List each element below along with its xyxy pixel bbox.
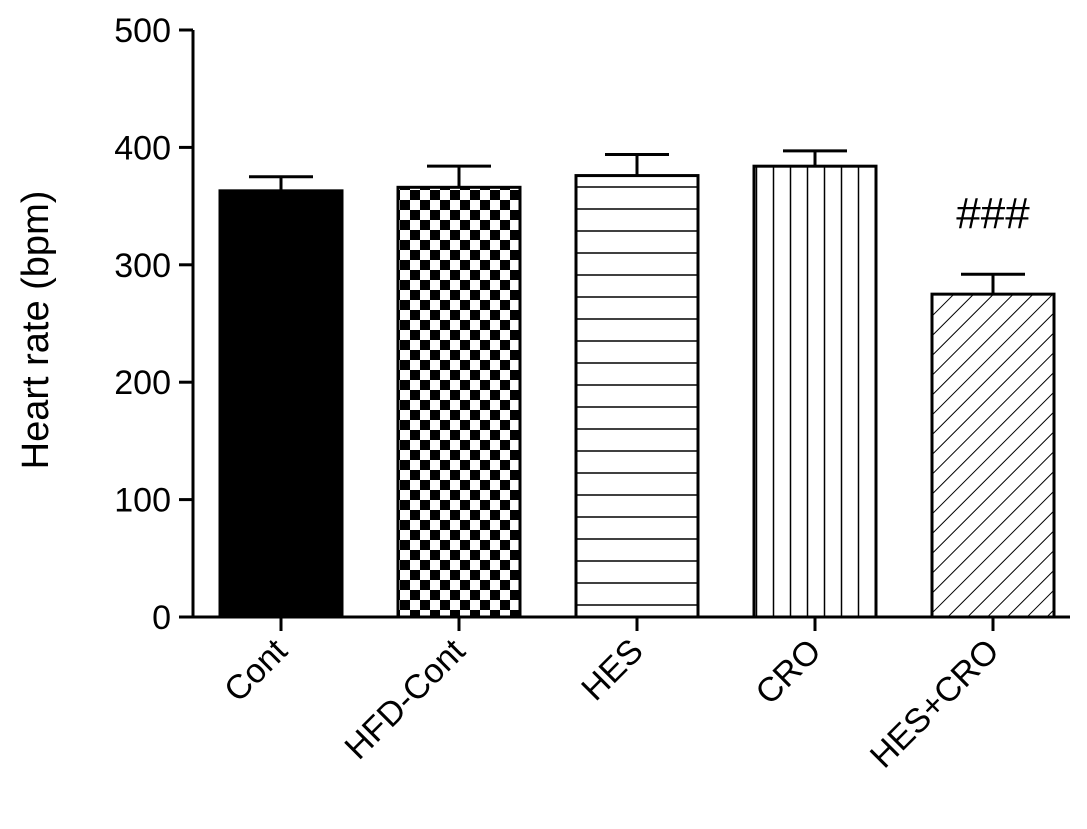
y-tick-label: 300 [114, 247, 171, 285]
y-tick-label: 400 [114, 129, 171, 167]
category-labels: Cont HFD-Cont HES CRO HES+CRO [217, 631, 1007, 775]
bar-cro [752, 164, 878, 619]
y-tick-label: 0 [152, 599, 171, 637]
significance-annotation: ### [956, 189, 1030, 238]
category-label: HFD-Cont [338, 631, 473, 766]
category-label: Cont [217, 631, 295, 709]
bar-cont [218, 189, 344, 619]
error-bars [249, 149, 1025, 295]
y-axis: 0 100 200 300 400 500 [114, 12, 195, 637]
category-label: CRO [748, 632, 828, 712]
bar-hfd-cont [396, 185, 522, 619]
category-label: HES+CRO [863, 632, 1007, 776]
bars [218, 164, 1056, 619]
annotations: ### [956, 189, 1030, 238]
bar-hes-cro [930, 292, 1056, 619]
category-label: HES [574, 632, 650, 708]
y-tick-label: 200 [114, 364, 171, 402]
x-axis [193, 615, 1070, 631]
y-axis-label: Heart rate (bpm) [15, 191, 57, 470]
y-tick-label: 500 [114, 12, 171, 50]
y-tick-label: 100 [114, 482, 171, 520]
bar-hes [574, 174, 700, 619]
